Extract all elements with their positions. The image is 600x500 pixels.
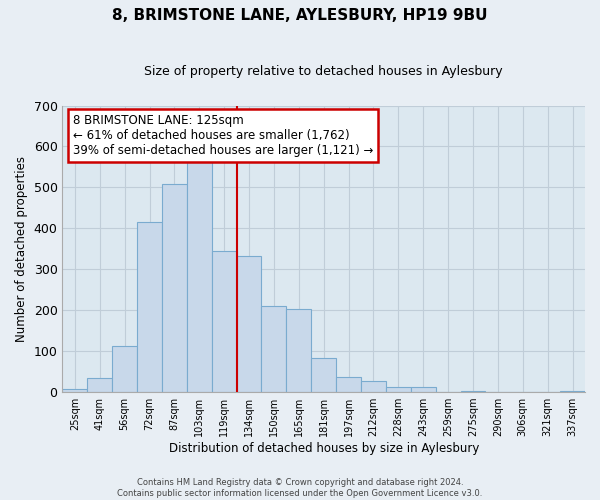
Bar	[162, 184, 187, 392]
Bar	[311, 358, 336, 392]
Bar	[137, 222, 162, 392]
X-axis label: Distribution of detached houses by size in Aylesbury: Distribution of detached houses by size …	[169, 442, 479, 455]
Bar	[336, 377, 361, 392]
Bar	[112, 346, 137, 392]
Bar	[386, 387, 411, 392]
Text: Contains HM Land Registry data © Crown copyright and database right 2024.
Contai: Contains HM Land Registry data © Crown c…	[118, 478, 482, 498]
Bar	[187, 156, 212, 392]
Bar	[236, 256, 262, 392]
Bar	[88, 378, 112, 392]
Bar	[411, 387, 436, 392]
Y-axis label: Number of detached properties: Number of detached properties	[15, 156, 28, 342]
Text: 8 BRIMSTONE LANE: 125sqm
← 61% of detached houses are smaller (1,762)
39% of sem: 8 BRIMSTONE LANE: 125sqm ← 61% of detach…	[73, 114, 373, 157]
Bar	[361, 382, 386, 392]
Text: 8, BRIMSTONE LANE, AYLESBURY, HP19 9BU: 8, BRIMSTONE LANE, AYLESBURY, HP19 9BU	[112, 8, 488, 22]
Bar	[212, 252, 236, 392]
Bar	[461, 391, 485, 392]
Title: Size of property relative to detached houses in Aylesbury: Size of property relative to detached ho…	[145, 65, 503, 78]
Bar	[262, 306, 286, 392]
Bar	[286, 310, 311, 392]
Bar	[62, 389, 88, 392]
